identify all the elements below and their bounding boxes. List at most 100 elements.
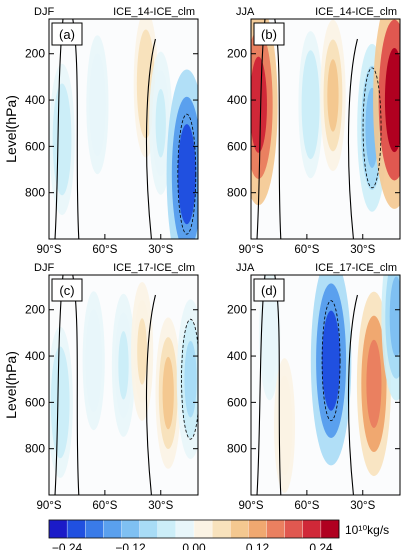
x-tick-label: 30°S [350,500,375,512]
y-tick-label: 200 [25,303,45,317]
panel-letter: (d) [261,283,277,298]
anomaly-cell-core [92,71,103,138]
colorbar-swatch [85,519,105,539]
x-tick-label: 90°S [238,500,263,512]
panel-title: ICE_14-ICE_clm [113,6,195,18]
zero-contour-line [145,38,156,239]
colorbar-swatch [284,519,304,539]
y-axis-label: Level(hPa) [3,95,19,163]
panel-title: ICE_17-ICE_clm [315,262,397,274]
colorbar-swatch [157,519,177,539]
y-tick-label: 800 [25,442,45,456]
panel-d: 200 400 600 800 90°S 60°S 30°S JJA ICE_17-ICE_cl… [227,262,401,512]
colorbar-tick-label: 0.00 [182,541,206,550]
anomaly-cell-core [140,48,152,120]
x-tick-label: 30°S [148,244,173,256]
panel-letter-box [51,278,83,302]
anomaly-field [259,275,400,493]
x-tick-label: 60°S [294,244,319,256]
panel-title: ICE_14-ICE_clm [315,6,397,18]
colorbar-swatch [121,519,141,539]
anomaly-cell-core [88,327,99,394]
anomaly-cell-core [184,341,197,418]
plot-frame [48,274,199,496]
colorbar-swatch [66,519,86,539]
negative-contour [177,113,197,235]
anomaly-cell-core [162,356,174,430]
x-tick-label: 90°S [36,244,61,256]
colorbar-tick-label: −0.24 [52,541,83,550]
y-tick-label: 200 [25,47,45,61]
zero-contour-line [347,294,358,495]
anomaly-cell-core [56,103,68,176]
x-tick-label: 60°S [92,244,117,256]
zero-contour-line [347,38,358,239]
panel-a: 200 400 600 800 90°S 60°S 30°S DJF ICE_14-ICE_cl… [25,6,199,256]
x-tick-label: 90°S [238,244,263,256]
panel-season: JJA [236,262,255,274]
x-tick-label: 90°S [36,500,61,512]
panel-letter: (a) [59,27,75,42]
colorbar-tick-label: 0.12 [246,541,270,550]
panel-letter-box [253,278,285,302]
anomaly-cell-core [251,56,267,153]
y-tick-label: 200 [227,303,247,317]
plot-frame [250,18,401,240]
colorbar-swatch [266,519,286,539]
y-tick-label: 800 [227,442,247,456]
y-axis-label: Level(hPa) [3,351,19,419]
panel-c: 200 400 600 800 90°S 60°S 30°S DJF ICE_17-ICE_cl… [25,262,199,512]
anomaly-cell-core [327,59,339,132]
x-tick-label: 30°S [148,500,173,512]
plot-frame [48,18,199,240]
anomaly-cell-core [389,276,400,357]
colorbar: −0.24 −0.12 0.00 0.12 0.24 10¹⁰kg/s [48,519,389,550]
y-tick-label: 200 [227,47,247,61]
colorbar-swatch [103,519,123,539]
anomaly-field [49,281,198,479]
y-tick-label: 600 [227,139,247,153]
y-tick-label: 800 [227,186,247,200]
panel-title: ICE_17-ICE_clm [113,262,195,274]
colorbar-swatch [193,519,213,539]
colorbar-unit: 10¹⁰kg/s [345,523,389,537]
anomaly-cell-core [54,366,66,439]
anomaly-cell-core [279,393,290,458]
anomaly-cell-core [305,69,316,140]
panel-season: DJF [34,6,54,18]
colorbar-swatch [211,519,231,539]
anomaly-cell-core [322,310,341,411]
anomaly-cell-core [366,339,382,428]
negative-contour [321,300,341,422]
colorbar-swatch [175,519,195,539]
colorbar-swatch [139,519,159,539]
colorbar-swatch [48,519,68,539]
y-tick-label: 800 [25,186,45,200]
panel-letter-box [253,22,285,46]
y-tick-label: 400 [25,349,45,363]
y-tick-label: 600 [25,395,45,409]
y-tick-label: 400 [25,93,45,107]
anomaly-cell-core [155,89,166,158]
plot-frame [250,274,401,496]
colorbar-swatch [302,519,322,539]
y-tick-label: 600 [25,139,45,153]
x-tick-label: 60°S [294,500,319,512]
colorbar-tick-label: −0.12 [115,541,146,550]
panel-letter-box [51,22,83,46]
y-tick-label: 400 [227,93,247,107]
colorbar-swatch [230,519,250,539]
panel-letter: (c) [59,283,74,298]
y-tick-label: 600 [227,395,247,409]
anomaly-cell-core [137,318,148,385]
panel-b: 200 400 600 800 90°S 60°S 30°S JJA ICE_14-ICE_cl… [227,6,401,256]
colorbar-swatch [320,519,340,539]
panel-letter: (b) [261,27,277,42]
colorbar-tick-label: 0.24 [309,541,333,550]
anomaly-cell-core [384,48,400,153]
anomaly-cell-core [264,300,275,366]
colorbar-swatch [248,519,268,539]
anomaly-cell-core [118,331,129,400]
colorbar-frame [48,519,340,539]
